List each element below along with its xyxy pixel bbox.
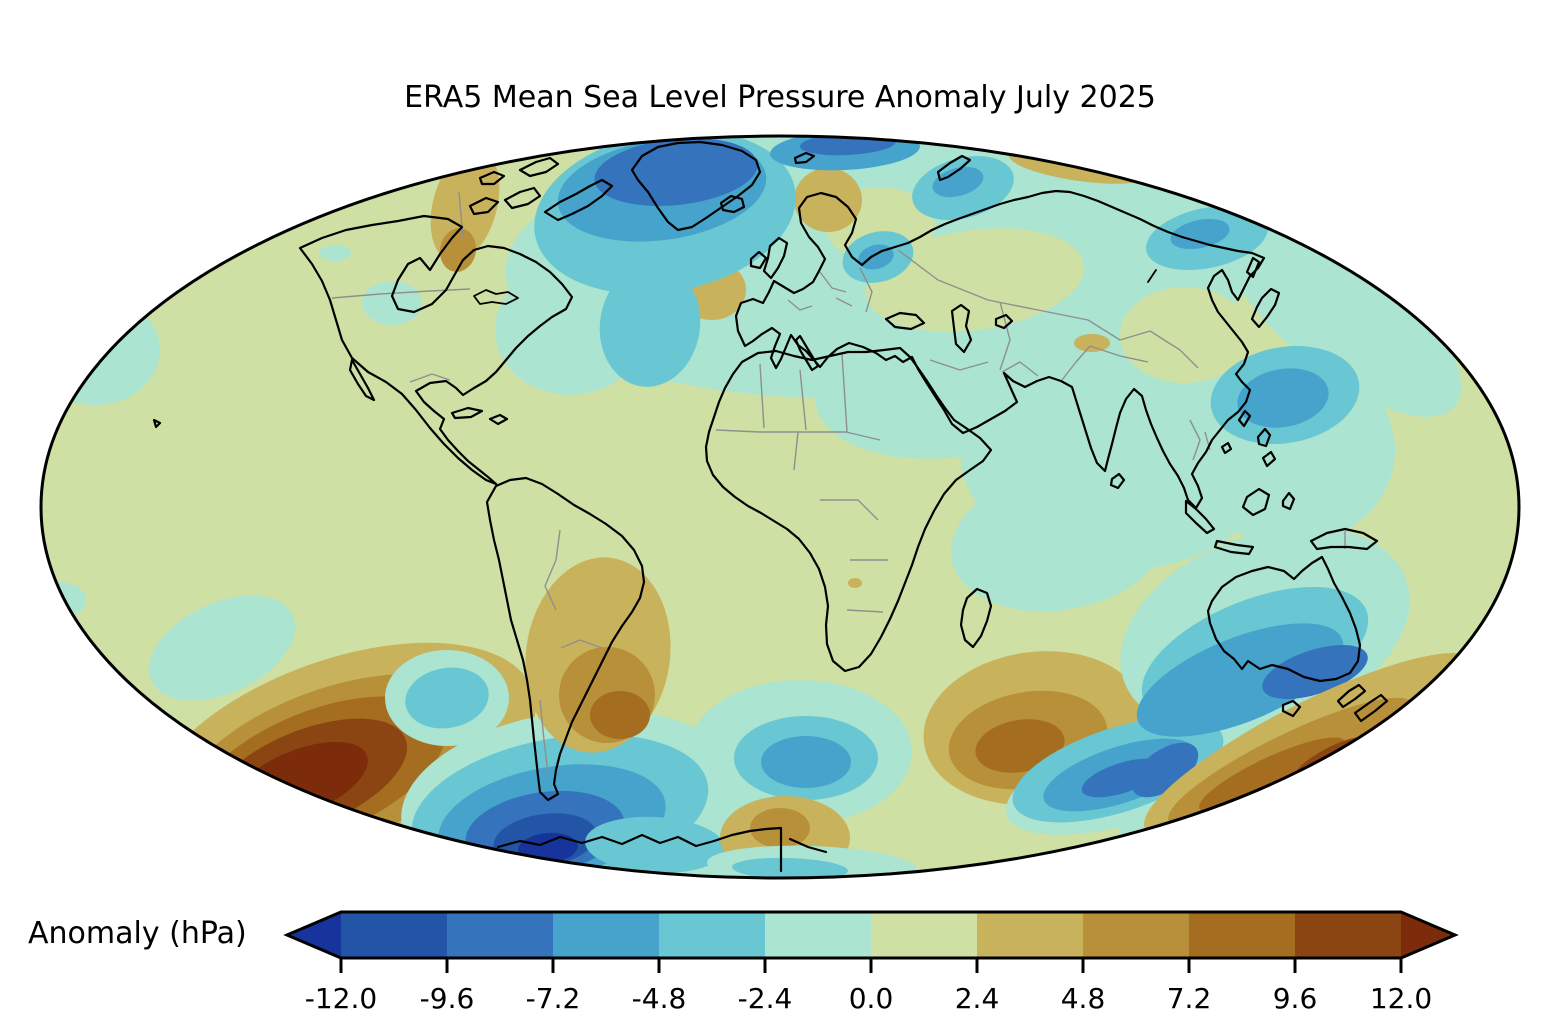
anomaly-region-south-indian-pos-l3 (975, 719, 1065, 773)
anomaly-region-west-russia-neutral (865, 228, 1085, 332)
coastlines (152, 140, 1389, 873)
colorbar-tick-label-2: -7.2 (526, 982, 581, 1015)
anomaly-region-tibet-pos (1074, 334, 1110, 352)
colorbar: -12.0 -9.6 -7.2 -4.8 -2.4 0.0 2.4 4.8 7.2 9.6 12.0 (283, 910, 1459, 1015)
anomaly-region-se-pacific-neg-b-core (405, 667, 489, 729)
anomaly-region-east-pacific-neg (41, 295, 160, 405)
anomaly-region-angola-pos (848, 578, 862, 588)
coast-antarctica (496, 826, 828, 873)
coast-south-america (485, 476, 646, 802)
colorbar-tick-label-9: 9.6 (1273, 982, 1318, 1015)
lakes-great-lakes (473, 269, 1157, 305)
coast-eurasia (734, 189, 1266, 510)
coast-british-isles (749, 236, 789, 280)
anomaly-region-canada-prairie-neg (362, 281, 422, 325)
anomaly-contour-field (41, 136, 1476, 878)
country-borders (331, 191, 1346, 775)
coast-east-asia-islands (1220, 256, 1281, 455)
colorbar-tick-label-0: -12.0 (305, 982, 377, 1015)
colorbar-extend-low (287, 912, 341, 958)
colorbar-tick-label-6: 2.4 (955, 982, 1000, 1015)
anomaly-region-indian-ocean-neg (950, 468, 1170, 612)
coast-arctic-islands (468, 156, 614, 222)
colorbar-segment-2 (553, 912, 660, 958)
colorbar-tick-label-5: 0.0 (849, 982, 894, 1015)
anomaly-region-atlantic-tongue-neg (599, 263, 701, 387)
colorbar-segment-0 (341, 912, 448, 958)
coast-iceland (719, 194, 746, 214)
coast-africa (704, 346, 993, 673)
colorbar-label: Anomaly (hPa) (28, 916, 247, 951)
colorbar-segment-5 (871, 912, 978, 958)
anomaly-region-australia-neg-l2 (1136, 623, 1344, 737)
colorbar-segment-8 (1189, 912, 1296, 958)
coast-north-america (298, 214, 574, 486)
coast-svalbard (793, 151, 816, 165)
anomaly-region-southam-pos-l3 (590, 691, 650, 739)
colorbar-segment-3 (659, 912, 766, 958)
colorbar-tick-label-4: -2.4 (738, 982, 793, 1015)
colorbar-ticks: -12.0 -9.6 -7.2 -4.8 -2.4 0.0 2.4 4.8 7.2 9.6 12.0 (305, 958, 1432, 1015)
anomaly-region-nz-rim-pos-l3 (1199, 737, 1345, 813)
colorbar-tick-label-3: -4.8 (632, 982, 687, 1015)
colorbar-segment-4 (765, 912, 872, 958)
anomaly-region-bering-neg (319, 245, 351, 261)
anomaly-region-yukon-pos-core (439, 228, 477, 272)
coast-greenland (630, 140, 762, 232)
map-outline (39, 134, 1521, 880)
colorbar-segment-9 (1295, 912, 1402, 958)
colorbar-segment-6 (977, 912, 1084, 958)
chart-title: ERA5 Mean Sea Level Pressure Anomaly Jul… (404, 80, 1156, 115)
anomaly-region-antarctic-band-neg-core (585, 816, 725, 874)
colorbar-tick-label-10: 12.0 (1370, 982, 1432, 1015)
coast-italy (794, 334, 820, 372)
anomaly-region-scandinavia-pos (794, 168, 862, 232)
coast-novaya-zemlya (936, 154, 972, 182)
anomaly-region-australia-sw-neg-l3 (1131, 742, 1199, 798)
colorbar-tick-label-1: -9.6 (420, 982, 475, 1015)
anomaly-region-tasman-neg-l3 (1262, 645, 1368, 699)
colorbar-tick-label-7: 4.8 (1061, 982, 1106, 1015)
coast-caribbean (152, 406, 509, 429)
colorbar-extend-high (1401, 912, 1455, 958)
anomaly-region-se-pacific-neg-a (148, 595, 296, 701)
anomaly-region-northeast-rim-neg (1218, 203, 1462, 417)
anomaly-region-greenland-neg-l3 (594, 138, 758, 206)
coast-southeast-asia (1109, 427, 1379, 556)
anomaly-region-south-atlantic-neg-l2 (761, 736, 851, 788)
colorbar-segments (287, 912, 1455, 958)
coast-australia (1206, 555, 1362, 718)
coast-madagascar (959, 587, 993, 649)
anomaly-region-nw-pacific-neg-l2 (1237, 368, 1329, 428)
anomaly-region-kara-neg-l2 (932, 166, 984, 198)
colorbar-segment-1 (447, 912, 554, 958)
anomaly-region-antarctic-rim-neg-core (732, 857, 848, 878)
coast-new-zealand (1336, 683, 1389, 723)
colorbar-tick-label-8: 7.2 (1167, 982, 1212, 1015)
anomaly-region-east-siberia-neg-l2 (1170, 218, 1230, 250)
coast-baja (348, 358, 376, 402)
lake-caspian (884, 303, 1014, 354)
colorbar-segment-7 (1083, 912, 1190, 958)
